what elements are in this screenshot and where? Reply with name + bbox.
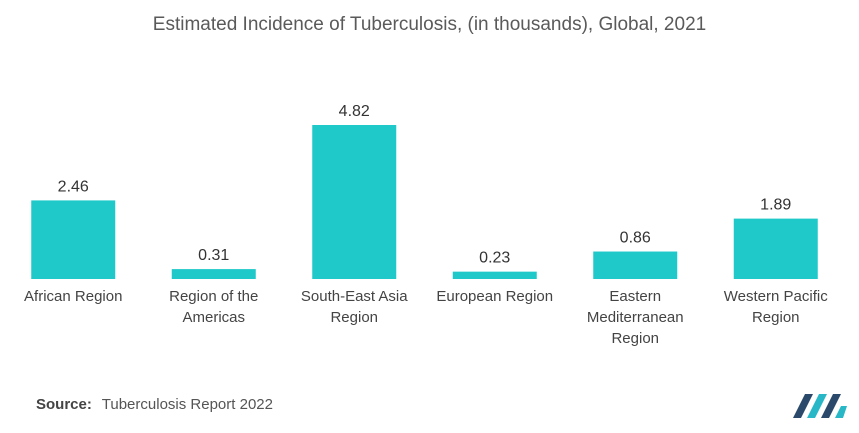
brand-logo-icon [793,394,847,418]
bar-1 [31,200,116,279]
category-label-2: Region of the Americas [169,288,258,326]
logo-right-shape [821,394,841,418]
category-label-5: Eastern Mediterranean Region [587,288,684,347]
chart-title: Estimated Incidence of Tuberculosis, (in… [152,14,707,35]
source-label: Source: [36,396,92,413]
data-label-3: 4.82 [339,103,370,120]
logo-tail-shape [835,406,847,418]
data-label-6: 1.89 [760,197,791,214]
bar-chart: 2.46 African Region 0.31 Region of the Ameri… [24,103,828,347]
category-label-6: Western Pacific Region [724,288,828,326]
data-label-2: 0.31 [198,247,229,264]
data-label-5: 0.86 [620,230,651,247]
bar-5 [593,251,678,279]
logo-left-shape [793,394,813,418]
data-label-1: 2.46 [58,178,89,195]
category-label-1: African Region [24,288,122,305]
source-note: Source: Tuberculosis Report 2022 [36,396,273,413]
logo-mid-shape [807,394,827,418]
source-text: Tuberculosis Report 2022 [101,396,273,413]
bar-3 [312,125,397,279]
bar-2 [171,269,256,279]
bar-6 [733,218,818,279]
bar-4 [452,271,537,279]
category-label-3: South-East Asia Region [301,288,408,326]
category-label-4: European Region [436,288,553,305]
data-label-4: 0.23 [479,250,510,267]
